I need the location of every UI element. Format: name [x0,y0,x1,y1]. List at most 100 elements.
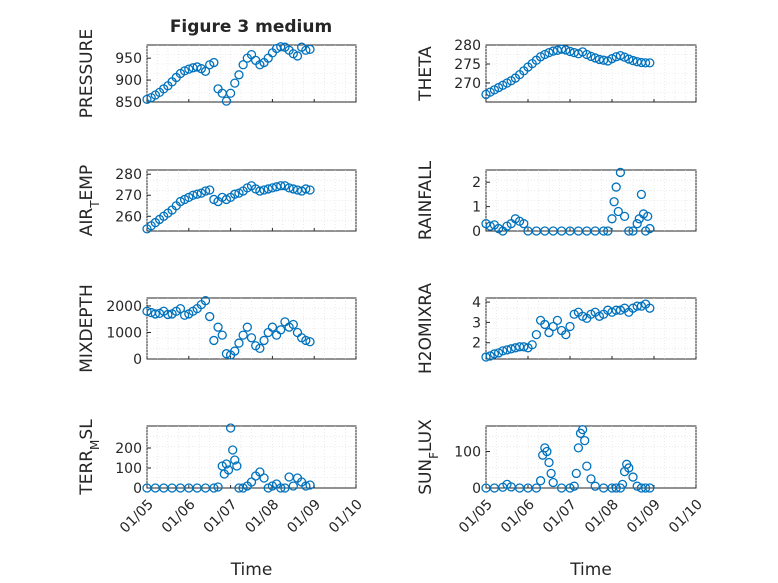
y-tick-label: 260 [115,209,142,225]
data-point [280,483,290,493]
data-point [640,483,651,493]
data-point [636,189,647,200]
data-point [632,301,642,311]
y-axis-label-subscript: F [427,452,441,459]
y-axis-label-subscript: T [88,200,102,209]
data-point [213,482,223,492]
y-tick-label: 280 [454,38,481,54]
data-point [561,45,571,55]
data-point [615,167,626,178]
data-point [598,226,609,236]
data-point [209,57,219,68]
data-point [263,184,273,194]
panel-6: 2 3 4 H2OMIXRA [416,283,697,374]
y-axis-label: AIRTEMP [77,165,102,236]
data-point [645,303,655,313]
data-point [200,186,211,196]
data-point [577,424,588,435]
y-tick-label: 1 [472,200,481,216]
data-point [205,311,215,322]
data-point [506,344,516,354]
data-point [276,181,286,191]
panel-7: 0 100 200 01/05 01/06 01/07 01/08 01/09 01/10 Tim… [77,419,366,580]
data-point [580,435,590,446]
x-tick-label: 01/08 [582,497,622,537]
y-tick-label: 850 [115,95,142,111]
data-point [238,60,248,70]
data-point [565,321,575,332]
data-point [192,189,202,199]
data-point [200,296,211,306]
x-axis-label: Time [569,560,612,580]
panel-5: 0 1000 2000 MIXDEPTH [77,284,357,373]
data-point [288,481,298,491]
data-point [628,472,638,482]
data-point [489,349,500,359]
data-point [590,481,600,491]
y-tick-label: 0 [472,481,481,497]
data-point [301,335,311,346]
data-point [292,51,303,61]
data-point [548,46,558,56]
data-point [544,327,554,338]
y-tick-label: 100 [454,445,481,461]
data-point [582,49,592,60]
data-point [594,54,605,65]
data-point [619,211,630,222]
data-point [163,309,173,320]
data-point [221,96,232,106]
data-point [184,64,194,74]
x-tick-label: 01/07 [201,497,241,537]
data-point [485,221,495,231]
data-point [255,343,265,354]
y-tick-label: 275 [454,57,481,73]
data-point [540,49,550,60]
data-point [288,184,298,194]
x-tick-label: 01/09 [624,497,664,537]
data-point [561,329,571,340]
data-point [611,305,621,315]
x-tick-label: 01/09 [284,497,324,537]
data-point [188,190,198,200]
panel-3: 260 270 280 AIRTEMP [77,165,357,236]
data-point [632,219,642,229]
data-point [238,330,248,340]
y-tick-label: 4 [472,295,481,311]
data-point [305,480,315,490]
data-point [267,183,278,193]
y-tick-label: 270 [454,76,481,92]
data-point [535,476,546,486]
x-tick-label: 01/06 [159,497,199,537]
x-axis-label: Time [230,560,273,580]
data-point [301,184,311,194]
data-point [544,47,554,58]
data-point [205,185,215,195]
data-point [232,461,242,471]
y-axis-label-rest: EMP [77,165,97,201]
data-point [242,322,252,332]
data-point [565,483,575,493]
data-point [569,481,579,491]
data-point [179,310,190,320]
data-point [607,214,617,224]
data-point [598,55,609,65]
y-tick-label: 2 [472,175,481,191]
data-point [609,197,619,207]
data-point [615,50,626,61]
data-point [548,477,558,488]
data-point [259,335,269,346]
data-point [179,66,190,76]
data-point [150,309,161,319]
data-point [628,226,638,236]
data-point [617,479,628,490]
data-point [301,481,311,491]
data-point [255,186,265,196]
data-point [192,62,202,72]
data-point [519,219,529,229]
x-tick-label: 01/10 [666,497,706,537]
data-point [223,465,234,475]
y-tick-label: 2000 [106,299,142,315]
data-point [556,44,567,54]
data-point [225,88,236,98]
